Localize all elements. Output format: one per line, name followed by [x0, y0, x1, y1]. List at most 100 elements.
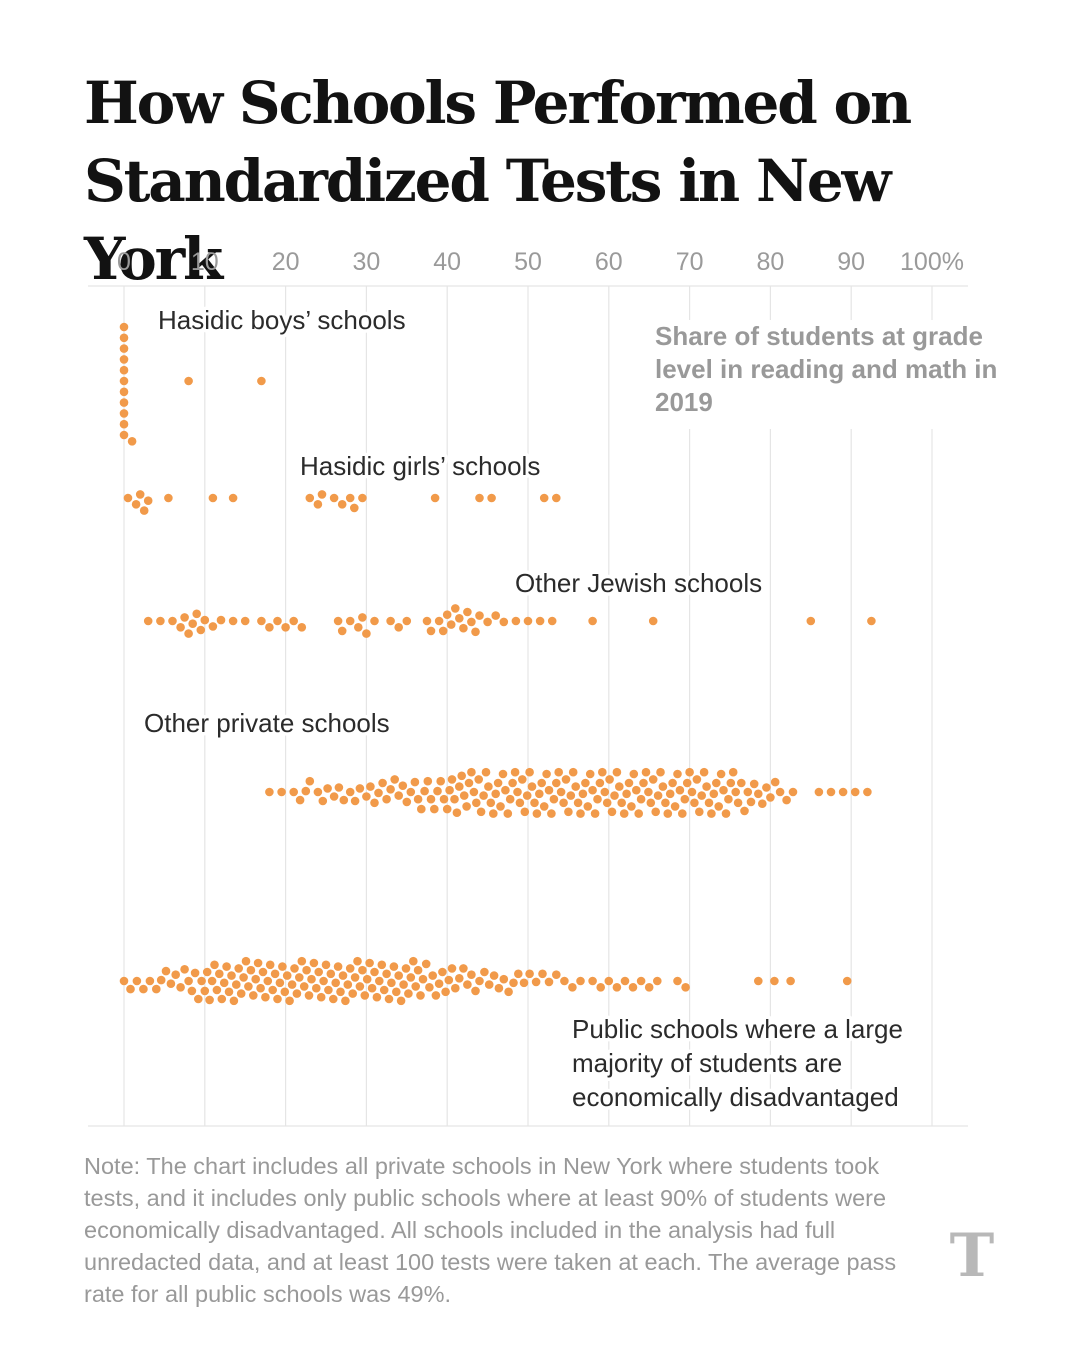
school-dot [305, 776, 315, 786]
school-dot [282, 971, 292, 980]
school-dot [434, 616, 444, 626]
school-dot [714, 802, 723, 811]
school-dot [411, 982, 421, 991]
school-dot [576, 976, 585, 986]
school-dot [568, 767, 578, 777]
school-dot [208, 622, 218, 631]
school-dot [663, 809, 673, 818]
school-dot [573, 798, 583, 808]
school-dot [355, 784, 365, 793]
school-dot [712, 778, 721, 788]
school-dot [222, 962, 231, 971]
school-dot [348, 989, 358, 998]
school-dot [362, 629, 371, 638]
school-dot [602, 798, 612, 808]
x-tick-label: 0 [117, 248, 131, 276]
school-dot [171, 970, 180, 979]
school-dot [547, 809, 556, 818]
school-dot [421, 959, 431, 969]
school-dot [523, 616, 533, 626]
data-points [119, 322, 876, 1006]
school-dot [200, 986, 210, 996]
school-dot [394, 623, 404, 632]
school-dot [850, 787, 860, 797]
school-dot [119, 398, 129, 407]
school-dot [438, 626, 448, 636]
school-dot [509, 978, 518, 988]
school-dot [205, 995, 214, 1005]
school-dot [244, 982, 253, 991]
school-dot [119, 365, 129, 375]
school-dot [530, 798, 539, 808]
school-dot [491, 611, 501, 620]
school-dot [362, 974, 372, 984]
school-dot [615, 782, 624, 791]
school-dot [316, 992, 326, 1002]
school-dot [119, 387, 129, 397]
school-dot [333, 616, 343, 626]
school-dot [350, 796, 360, 806]
school-dot [690, 798, 699, 808]
school-dot [333, 962, 343, 971]
school-dot [389, 962, 399, 971]
school-dot [445, 785, 454, 795]
school-dot [549, 794, 559, 804]
school-dot [733, 798, 743, 808]
school-dot [588, 616, 597, 626]
school-dot [658, 782, 668, 791]
school-dot [554, 767, 563, 777]
school-dot [721, 809, 731, 818]
school-dot [629, 769, 639, 779]
x-tick-label: 30 [352, 248, 380, 276]
beeswarm-chart: 0 10 20 30 40 50 60 70 80 90 100% Hasidic boys’ sc… [88, 248, 968, 1127]
school-dot [409, 956, 418, 966]
school-dot [207, 976, 217, 986]
school-dot [240, 616, 250, 626]
group-label: economically disadvantaged [572, 1082, 899, 1112]
school-dot [462, 802, 471, 811]
school-dot [653, 791, 663, 800]
school-dot [571, 782, 580, 791]
school-dot [234, 964, 243, 973]
school-dot [268, 985, 278, 995]
school-dot [119, 976, 129, 986]
school-dot [434, 979, 444, 988]
school-dot [439, 794, 449, 804]
school-dot [522, 791, 532, 800]
school-dot [692, 775, 702, 784]
school-dot [463, 980, 472, 989]
school-dot [145, 976, 155, 986]
school-dot [494, 983, 504, 993]
school-dot [295, 973, 304, 982]
school-dot [339, 795, 349, 805]
school-dot [219, 978, 229, 988]
school-dot [707, 809, 716, 818]
school-dot [681, 983, 690, 992]
school-dot [535, 616, 545, 626]
school-dot [648, 775, 658, 784]
school-dot [261, 992, 270, 1002]
school-dot [595, 778, 605, 788]
x-tick-label: 70 [676, 248, 704, 276]
school-dot [552, 970, 561, 979]
school-dot [156, 616, 165, 626]
school-dot [464, 778, 474, 788]
school-dot [396, 996, 406, 1006]
school-dot [358, 965, 367, 975]
school-dot [420, 786, 429, 796]
school-dot [687, 787, 697, 797]
school-dot [641, 767, 651, 777]
school-dot [451, 604, 460, 613]
school-dot [345, 787, 355, 797]
school-dot [499, 617, 509, 627]
school-dot [326, 969, 336, 979]
school-dot [668, 778, 677, 788]
school-dot [278, 962, 287, 971]
x-tick-label: 40 [433, 248, 461, 276]
school-dot [467, 767, 476, 777]
school-dot [544, 785, 554, 795]
school-dot [280, 987, 290, 997]
school-dot [430, 493, 440, 503]
school-dot [290, 964, 299, 973]
school-dot [119, 419, 129, 429]
